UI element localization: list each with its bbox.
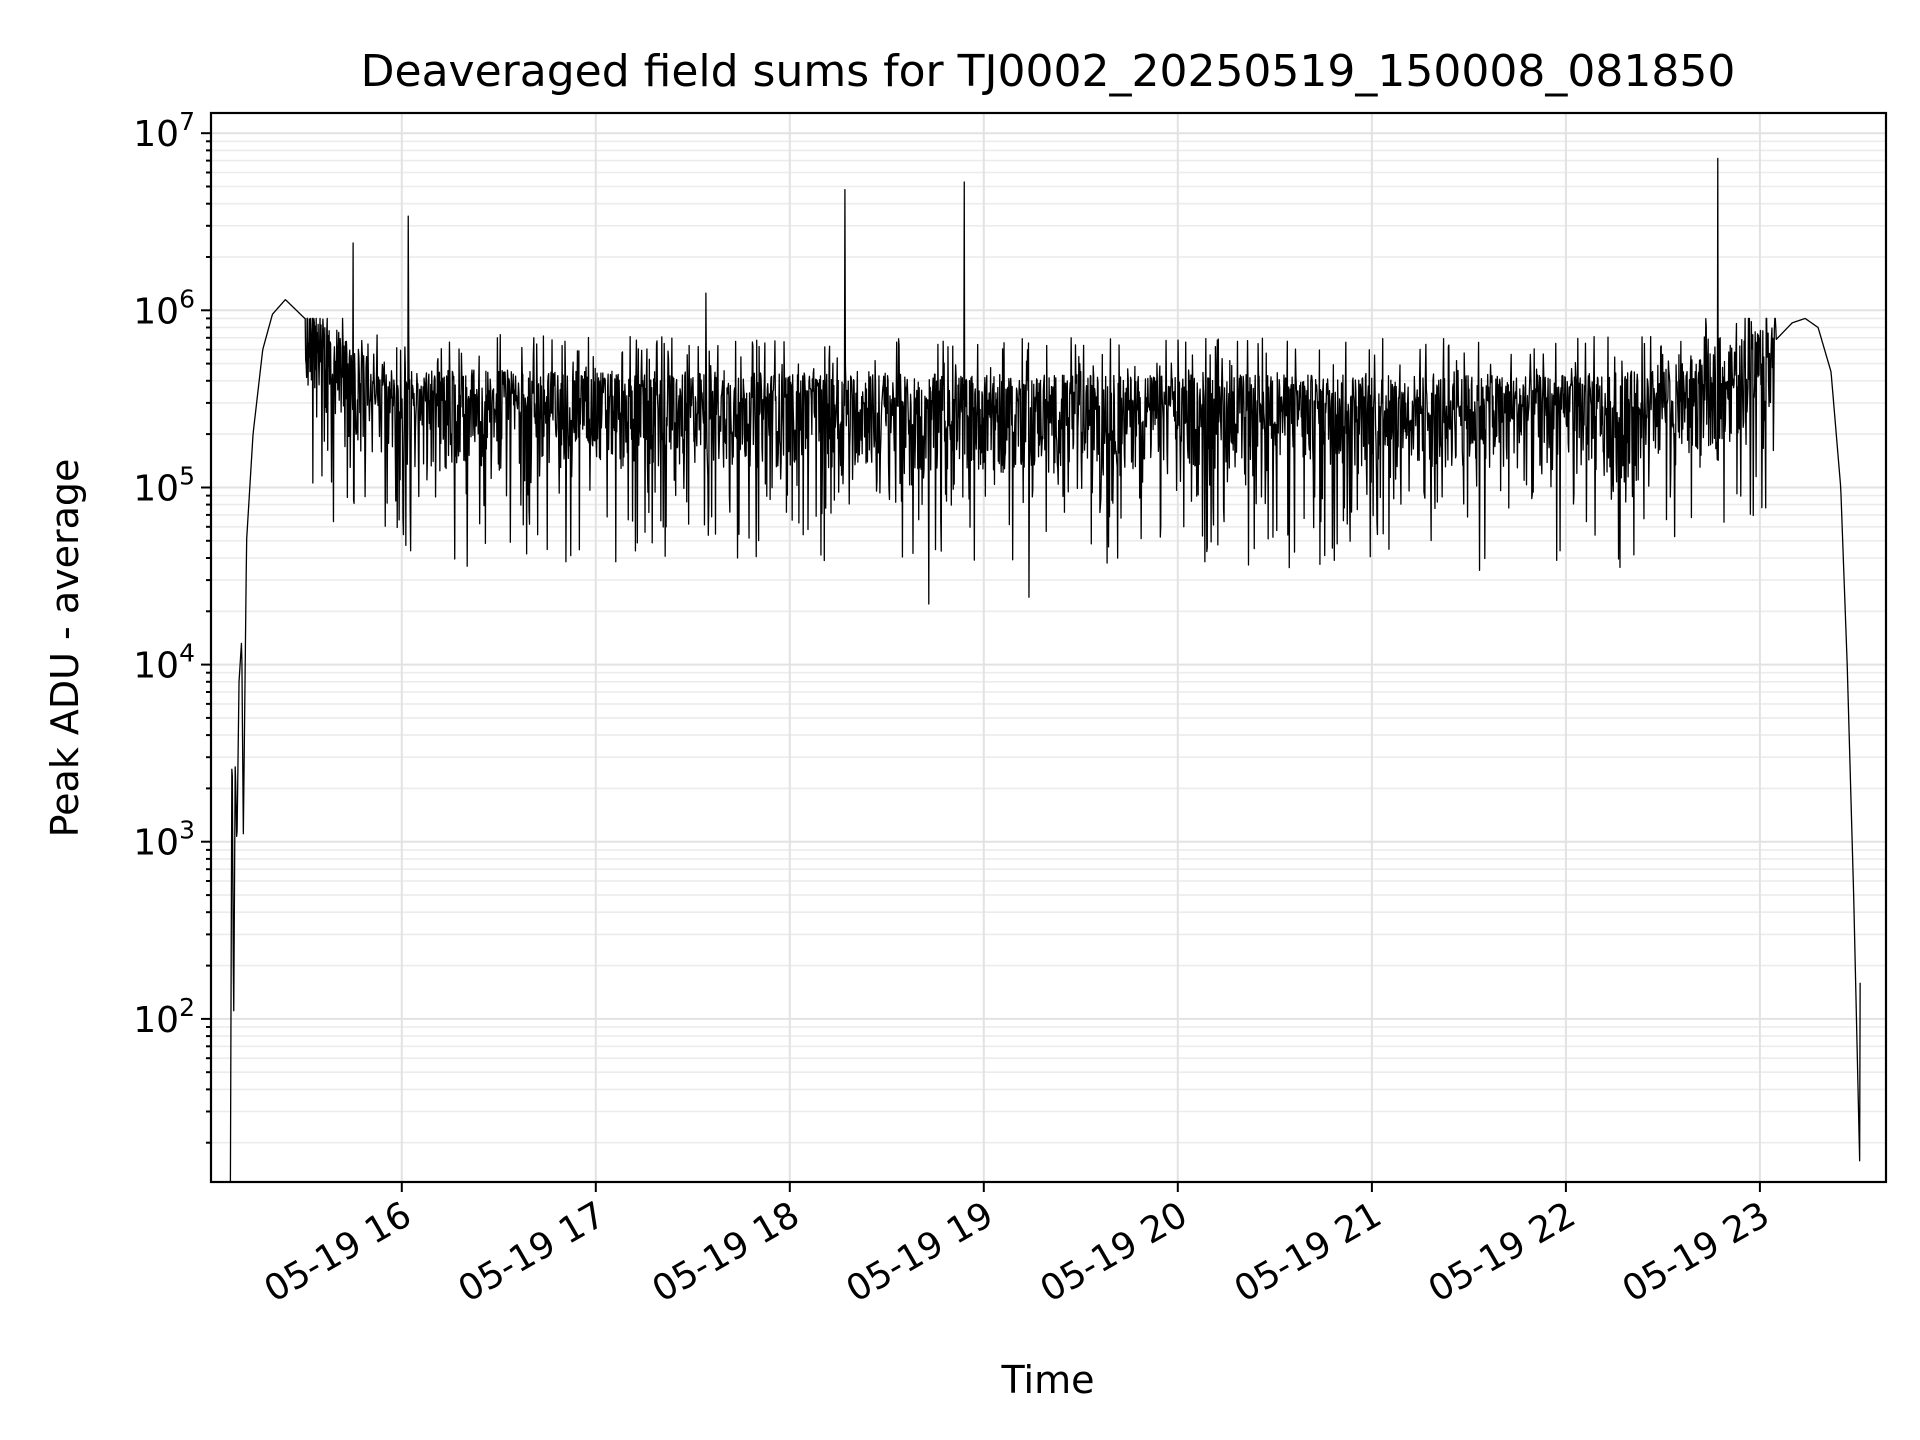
- y-tick-label: 105: [133, 462, 195, 510]
- x-tick-label: 05-19 18: [646, 1194, 807, 1310]
- x-tick-label: 05-19 23: [1616, 1194, 1777, 1310]
- x-tick-label: 05-19 19: [840, 1194, 1001, 1310]
- y-tick-label: 106: [133, 284, 195, 332]
- x-tick-label: 05-19 16: [258, 1194, 419, 1310]
- x-axis: 05-19 16 05-19 17 05-19 18 05-19 19 05-19 20…: [258, 1182, 1777, 1311]
- x-tick-label: 05-19 17: [452, 1194, 613, 1310]
- x-tick-label: 05-19 20: [1034, 1194, 1195, 1310]
- y-tick-label: 107: [133, 107, 195, 155]
- x-axis-label: Time: [1001, 1358, 1095, 1402]
- y-axis-label: Peak ADU - average: [43, 459, 87, 838]
- x-tick-label: 05-19 22: [1422, 1194, 1583, 1310]
- chart-title: Deaveraged field sums for TJ0002_2025051…: [361, 46, 1736, 97]
- series-line: [229, 157, 1861, 1183]
- plot-frame: [209, 111, 1888, 1184]
- y-axis: 102 103 104 105 106 107: [133, 107, 211, 1144]
- y-tick-label: 103: [133, 816, 195, 864]
- y-tick-label: 102: [133, 993, 195, 1041]
- grid: [211, 113, 1886, 1182]
- y-tick-label: 104: [133, 639, 195, 687]
- x-tick-label: 05-19 21: [1228, 1194, 1389, 1310]
